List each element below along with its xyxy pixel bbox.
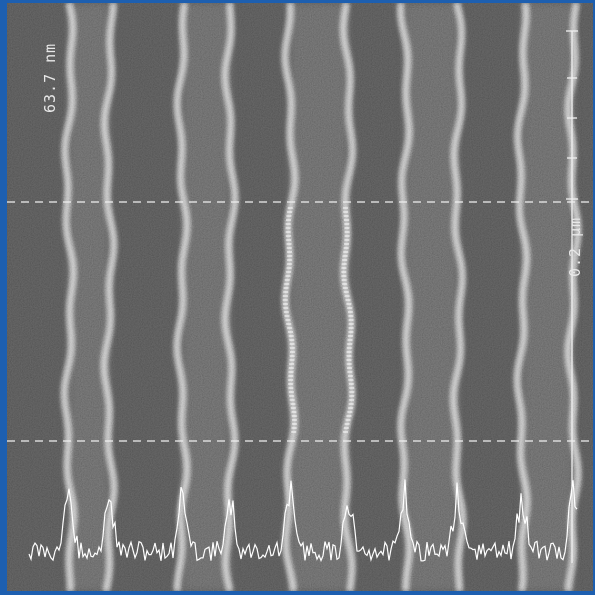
scale-bar-label: 0.2 μm xyxy=(566,216,584,277)
scale-bar-icon xyxy=(566,30,578,563)
sem-micrograph: 63.7 nm 0.2 μm xyxy=(7,3,593,591)
intensity-profile xyxy=(28,479,578,563)
sem-micrograph-icon xyxy=(7,3,593,591)
edge-markers xyxy=(282,207,355,433)
field-of-view-label: 63.7 nm xyxy=(41,42,59,113)
